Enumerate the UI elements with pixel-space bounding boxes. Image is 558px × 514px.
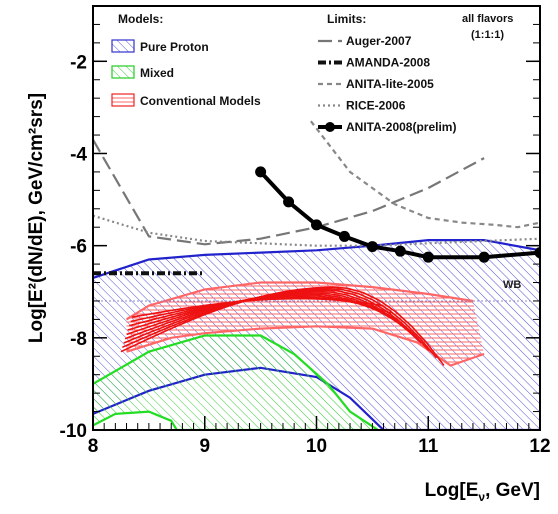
legend-mixed: Mixed	[111, 65, 174, 80]
conventional-band-upper-edge	[125, 281, 474, 321]
x-tick-label: 9	[199, 436, 210, 457]
y-tick-label: -4	[70, 144, 87, 165]
x-tick-label: 12	[529, 436, 550, 457]
data-point-anita-2008-prelim	[394, 245, 406, 257]
pure-proton-band-fill	[93, 240, 540, 430]
x-axis-label-main: Log[E	[425, 480, 479, 501]
series-line-anita-lite-2005	[310, 120, 540, 229]
data-point-anita-2008-prelim	[283, 196, 295, 208]
legend-swatch-pure-proton	[111, 39, 135, 53]
legend-conventional: Conventional Models	[111, 93, 261, 108]
data-point-anita-2008-prelim	[478, 251, 490, 263]
data-point-anita-2008-prelim	[422, 251, 434, 263]
mixed-band-lower-edge	[93, 410, 378, 430]
legend-label-pure-proton: Pure Proton	[140, 40, 209, 54]
y-tick-label: -8	[70, 329, 87, 350]
wb-label: WB	[503, 279, 521, 291]
legend-label-limit: RICE-2006	[346, 99, 406, 113]
model-bands	[93, 239, 540, 430]
data-point-anita-2008-prelim	[338, 230, 350, 242]
x-axis-label-rest: , GeV]	[485, 480, 540, 501]
legend-swatch-mixed	[111, 65, 135, 79]
y-tick-label: -10	[60, 421, 87, 442]
y-axis-label: Log[E²(dN/dE), GeV/cm²srs]	[26, 93, 47, 343]
legend-label-conventional: Conventional Models	[140, 94, 261, 108]
legend-label-mixed: Mixed	[140, 66, 174, 80]
data-point-anita-2008-prelim	[311, 219, 322, 231]
legend-marker-4	[325, 122, 335, 132]
x-axis-label: Log[Eν, GeV]	[425, 480, 540, 504]
x-axis-label-sub: ν	[478, 490, 485, 504]
y-tick-label: -6	[70, 237, 87, 258]
limits-legend: Auger-2007 AMANDA-2008 ANITA-lite-2005 RICE…	[318, 34, 456, 134]
legend-label-limit: AMANDA-2008	[346, 56, 430, 70]
corner-note-line2: (1:1:1)	[471, 29, 504, 41]
series-line-rice-2006	[93, 214, 540, 247]
data-point-anita-2008-prelim	[534, 247, 540, 259]
limits-legend-title: Limits:	[327, 12, 366, 26]
conventional-band-lower-edge	[126, 325, 485, 367]
legend-swatch-conventional	[111, 93, 135, 107]
mixed-band-fill	[93, 335, 378, 430]
x-tick-label: 10	[306, 436, 327, 457]
x-tick-label: 8	[88, 436, 99, 457]
pure-proton-band-upper-edge	[93, 239, 540, 279]
axis-ticks: 8 9 10 11 12 -10 -8 -6 -4 -2	[60, 23, 551, 457]
series-line-auger-2007	[93, 139, 485, 246]
legend-label-limit: ANITA-lite-2005	[346, 77, 434, 91]
models-legend-title: Models:	[118, 12, 163, 26]
conventional-model-curve	[131, 297, 384, 318]
data-point-anita-2008-prelim	[255, 166, 267, 178]
mixed-band-upper-edge	[93, 334, 379, 430]
legend-pure-proton: Pure Proton	[111, 39, 209, 54]
corner-note-line1: all flavors	[462, 13, 513, 25]
conventional-model-curves	[120, 286, 445, 366]
legend-label-limit: Auger-2007	[346, 34, 412, 48]
legend-label-limit: ANITA-2008(prelim)	[346, 120, 456, 134]
y-tick-label: -2	[70, 52, 87, 73]
data-point-anita-2008-prelim	[366, 241, 378, 253]
limit-lines	[93, 120, 540, 276]
x-tick-label: 11	[418, 436, 439, 457]
